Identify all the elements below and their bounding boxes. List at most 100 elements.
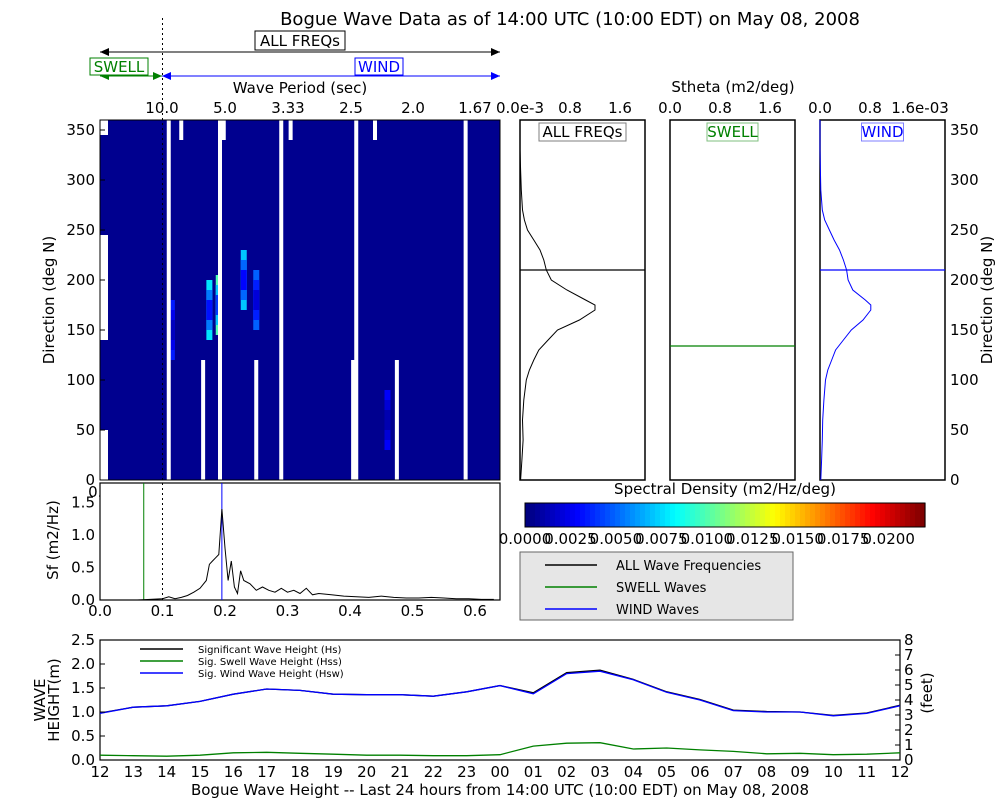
colorbar-segment — [695, 503, 701, 527]
heatmap-ylabel: Direction (deg N) — [40, 236, 58, 365]
heatmap-gap — [394, 360, 399, 480]
heights-xtick-label: 18 — [290, 763, 309, 781]
heights-legend-label: Significant Wave Height (Hs) — [198, 645, 341, 656]
heatmap-cell — [240, 270, 247, 290]
heatmap-ytick-label: 0 — [85, 471, 95, 489]
colorbar-tick-label: 0.0000 — [499, 530, 552, 548]
heights-xtick-label: 20 — [357, 763, 376, 781]
figure-title: Bogue Wave Data as of 14:00 UTC (10:00 E… — [280, 9, 860, 30]
heights-xtick-label: 21 — [390, 763, 409, 781]
stheta-xtick-label: 0.8 — [708, 99, 732, 117]
heights-ylabel-line2: HEIGHT(m) — [45, 658, 63, 742]
stheta-right-tick-label: 350 — [950, 121, 979, 139]
spectrum-ytick-label: 0.0 — [71, 591, 95, 609]
spectrum-frame — [99, 482, 501, 601]
colorbar-segment — [885, 503, 891, 527]
heatmap-gap — [463, 120, 468, 480]
colorbar-segment — [820, 503, 826, 527]
heatmap-gap — [179, 120, 184, 140]
stheta-panel-title: SWELL — [707, 123, 758, 141]
heatmap-gap — [351, 360, 356, 480]
stheta-right-tick-label: 200 — [950, 271, 979, 289]
colorbar-segment — [735, 503, 741, 527]
heights-xtick-label: 05 — [657, 763, 676, 781]
all-freqs-arrow-left — [100, 48, 109, 56]
heights-xtick-label: 07 — [724, 763, 743, 781]
heights-legend-label: Sig. Swell Wave Height (Hss) — [198, 657, 342, 668]
colorbar-segment — [830, 503, 836, 527]
heatmap-ytick-label: 200 — [66, 271, 95, 289]
heights-y2tick-label: 2 — [904, 721, 914, 739]
colorbar-segment — [875, 503, 881, 527]
colorbar-segment — [740, 503, 746, 527]
colorbar-segment — [690, 503, 696, 527]
heights-y2tick-label: 4 — [904, 691, 914, 709]
heights-xtick-label: 15 — [190, 763, 209, 781]
colorbar-segment — [915, 503, 921, 527]
spectrum-xtick-label: 0.5 — [401, 602, 425, 620]
heights-xtick-label: 22 — [424, 763, 443, 781]
stheta-xtick-label: 0.0 — [808, 99, 832, 117]
colorbar-segment — [665, 503, 671, 527]
colorbar-segment — [860, 503, 866, 527]
colorbar-tick-label: 0.0175 — [817, 530, 870, 548]
swell-arrow-right — [153, 72, 162, 80]
colorbar-segment — [870, 503, 876, 527]
heights-y2tick-label: 6 — [904, 661, 914, 679]
spectrum-xtick-label: 0.3 — [276, 602, 300, 620]
colorbar-segment — [805, 503, 811, 527]
period-axis-label: Wave Period (sec) — [233, 79, 367, 97]
colorbar-segment — [770, 503, 776, 527]
heights-frame — [99, 639, 901, 761]
colorbar-segment — [795, 503, 801, 527]
spectrum-legend: ALL Wave Frequencies SWELL Waves WIND Wave… — [519, 551, 794, 621]
heights-xtick-label: 11 — [857, 763, 876, 781]
legend-entry-label: ALL Wave Frequencies — [616, 559, 761, 574]
stheta-right-tick-label: 0 — [950, 471, 960, 489]
heights-y2tick-label: 5 — [904, 676, 914, 694]
colorbar-segment — [865, 503, 871, 527]
period-tick-label: 2.0 — [401, 99, 425, 117]
height-series-line — [99, 670, 901, 717]
spectrum-xtick-label: 0.1 — [151, 602, 175, 620]
colorbar-segment — [840, 503, 846, 527]
legend-entry-label: WIND Waves — [616, 603, 699, 618]
stheta-panel-title: WIND — [861, 123, 903, 141]
colorbar-segment — [905, 503, 911, 527]
colorbar-segment — [565, 503, 571, 527]
colorbar-segment — [920, 503, 926, 527]
swell-box — [89, 57, 149, 76]
wind-arrow-right — [491, 72, 500, 80]
heights-ytick-label: 0.0 — [71, 751, 95, 769]
colorbar-segment — [765, 503, 771, 527]
period-tick-label: 5.0 — [213, 99, 237, 117]
colorbar-segment — [630, 503, 636, 527]
heatmap-gap — [218, 120, 222, 480]
colorbar-segment — [545, 503, 551, 527]
colorbar-segment — [555, 503, 561, 527]
spectrum-ylabel: Sf (m2/Hz) — [44, 500, 62, 580]
colorbar-segment — [655, 503, 661, 527]
stheta-right-tick-label: 50 — [950, 421, 969, 439]
heatmap-field-edge — [100, 135, 108, 235]
colorbar-segment — [900, 503, 906, 527]
stheta-panel-title-box — [861, 122, 904, 142]
colorbar-segment — [720, 503, 726, 527]
spectral-density-colorbar: Spectral Density (m2/Hz/deg) 0.00000.0025… — [499, 480, 926, 548]
stheta-xtick-label: 0.0 — [658, 99, 682, 117]
stheta-xlabel: Stheta (m2/deg) — [671, 78, 794, 96]
colorbar-segment — [575, 503, 581, 527]
colorbar-segment — [605, 503, 611, 527]
legend-entry-label: SWELL Waves — [616, 581, 707, 596]
heatmap-gap — [166, 120, 171, 480]
colorbar-label: Spectral Density (m2/Hz/deg) — [614, 480, 836, 498]
heights-xlabel: Bogue Wave Height -- Last 24 hours from … — [191, 781, 809, 799]
stheta-panel-title: ALL FREQs — [543, 123, 623, 141]
colorbar-segment — [645, 503, 651, 527]
heights-legend-label: Sig. Wind Wave Height (Hsw) — [198, 669, 344, 680]
heatmap-ytick-label: 100 — [66, 371, 95, 389]
colorbar-segment — [530, 503, 536, 527]
